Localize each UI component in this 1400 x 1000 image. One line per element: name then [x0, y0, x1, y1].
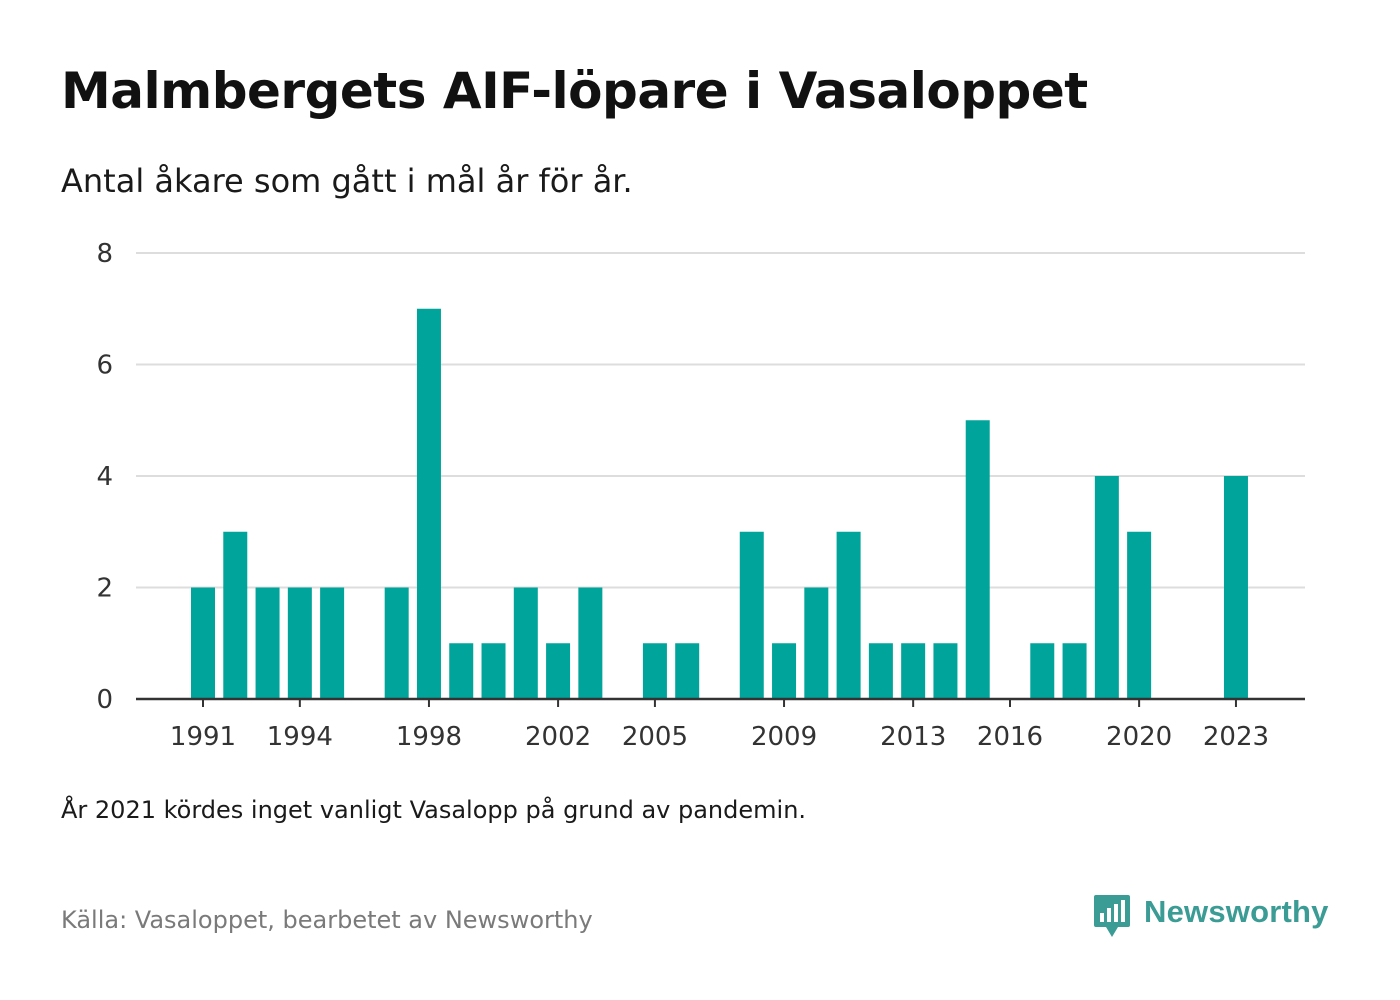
x-tick-label: 2013: [880, 722, 946, 752]
bar-1991: [191, 587, 215, 699]
bar-2019: [1094, 476, 1119, 699]
x-tick-label: 2023: [1203, 722, 1269, 752]
y-tick-label: 8: [96, 239, 113, 269]
bar-2006: [675, 643, 700, 699]
brand-logo[interactable]: Newsworthy: [1092, 893, 1329, 941]
bar-2018: [1062, 643, 1087, 699]
y-tick-label: 6: [96, 351, 113, 381]
bar-2001: [513, 587, 538, 699]
x-tick-label: 2020: [1106, 722, 1172, 752]
bar-2013: [901, 643, 926, 699]
bar-2017: [1030, 643, 1055, 699]
x-tick-label: 2005: [622, 722, 688, 752]
x-tick-label: 1991: [170, 722, 236, 752]
bars: [191, 308, 1248, 699]
x-tick-label: 2016: [977, 722, 1043, 752]
bar-chart: 0 2 4 6 8 1991 1994 1998 2002 2005 2009 2013 2016 202…: [96, 239, 1305, 752]
y-tick-label: 4: [96, 462, 113, 492]
bar-2015: [965, 420, 990, 699]
chart-subtitle: Antal åkare som gått i mål år för år.: [61, 162, 633, 200]
bar-2009: [772, 643, 797, 699]
x-tick-label: 1994: [267, 722, 333, 752]
axes: 0 2 4 6 8 1991 1994 1998 2002 2005 2009 2013 2016 202…: [96, 239, 1305, 752]
bar-2014: [933, 643, 958, 699]
bar-2020: [1127, 531, 1152, 699]
bar-2008: [739, 531, 764, 699]
y-tick-label: 0: [96, 685, 113, 715]
bar-2003: [578, 587, 603, 699]
chart-title: Malmbergets AIF-löpare i Vasaloppet: [61, 62, 1088, 120]
bar-1992: [223, 531, 248, 699]
newsworthy-logo-icon: [1094, 895, 1130, 937]
x-tick-label: 2002: [525, 722, 591, 752]
x-tick-label: 1998: [396, 722, 462, 752]
bar-2012: [868, 643, 893, 699]
bar-1993: [255, 587, 280, 699]
bar-1995: [320, 587, 345, 699]
x-tick-label: 2009: [751, 722, 817, 752]
bar-1999: [449, 643, 474, 699]
bar-2005: [642, 643, 667, 699]
bar-2011: [836, 531, 861, 699]
y-tick-label: 2: [96, 574, 113, 604]
bar-1994: [287, 587, 312, 699]
bar-2023: [1223, 476, 1248, 699]
bar-2010: [804, 587, 829, 699]
bar-1997: [384, 587, 409, 699]
bar-2002: [546, 643, 571, 699]
brand-name: Newsworthy: [1144, 894, 1329, 929]
source-text: Källa: Vasaloppet, bearbetet av Newswort…: [61, 906, 593, 934]
bar-2000: [481, 643, 506, 699]
bar-1998: [416, 308, 441, 699]
footnote: År 2021 kördes inget vanligt Vasalopp på…: [61, 796, 807, 824]
